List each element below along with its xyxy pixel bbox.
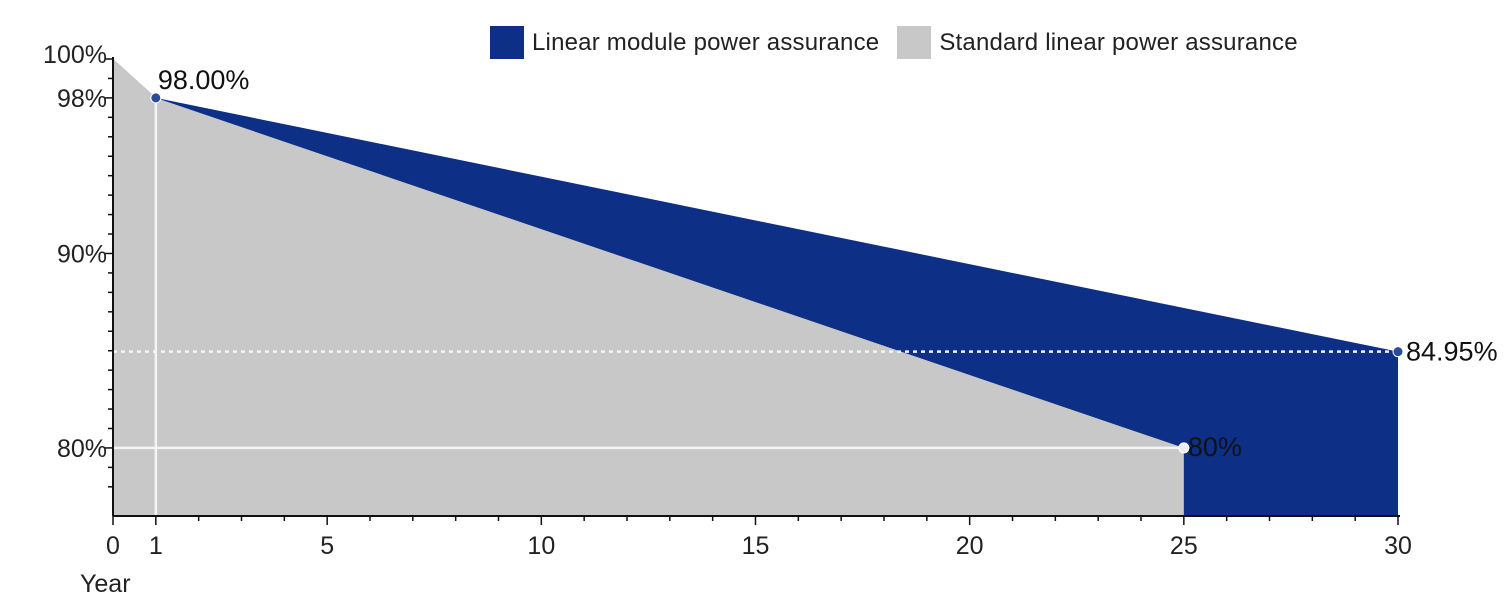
chart-labels: 98.00% 84.95% 80% xyxy=(158,65,1498,462)
x-tick-label-10: 10 xyxy=(527,532,555,560)
reference-lines xyxy=(113,97,1398,516)
x-axis-title: Year xyxy=(80,570,131,598)
chart-legend: Linear module power assurance Standard l… xyxy=(490,26,1316,59)
annotation-80-marker xyxy=(1178,442,1190,454)
x-tick-label-20: 20 xyxy=(956,532,984,560)
x-tick-label-15: 15 xyxy=(742,532,770,560)
annotation-98-label: 98.00% xyxy=(158,65,250,95)
annotation-84-95-marker xyxy=(1392,346,1404,358)
y-tick-label-90: 90% xyxy=(57,240,107,268)
legend-swatch-standard-linear xyxy=(897,26,932,59)
x-tick-label-1: 1 xyxy=(149,532,163,560)
legend-item-standard-linear[interactable]: Standard linear power assurance xyxy=(897,26,1298,59)
y-tick-label-80: 80% xyxy=(57,435,107,463)
chart-areas xyxy=(113,59,1398,516)
annotation-80-label: 80% xyxy=(1188,432,1242,462)
annotation-84-95-label: 84.95% xyxy=(1406,337,1498,367)
legend-label-linear-module: Linear module power assurance xyxy=(532,28,880,56)
y-tick-label-98: 98% xyxy=(57,85,107,113)
series-area-standard-linear xyxy=(113,59,1184,516)
x-tick-label-5: 5 xyxy=(320,532,334,560)
legend-item-linear-module[interactable]: Linear module power assurance xyxy=(490,26,879,59)
x-tick-label-0: 0 xyxy=(106,532,120,560)
annotation-98-marker xyxy=(150,92,162,104)
chart-markers xyxy=(150,92,1404,454)
legend-swatch-linear-module xyxy=(490,26,524,59)
y-tick-label-100: 100% xyxy=(43,41,107,69)
legend-label-standard-linear: Standard linear power assurance xyxy=(939,28,1298,56)
x-tick-label-25: 25 xyxy=(1170,532,1198,560)
x-tick-label-30: 30 xyxy=(1384,532,1412,560)
